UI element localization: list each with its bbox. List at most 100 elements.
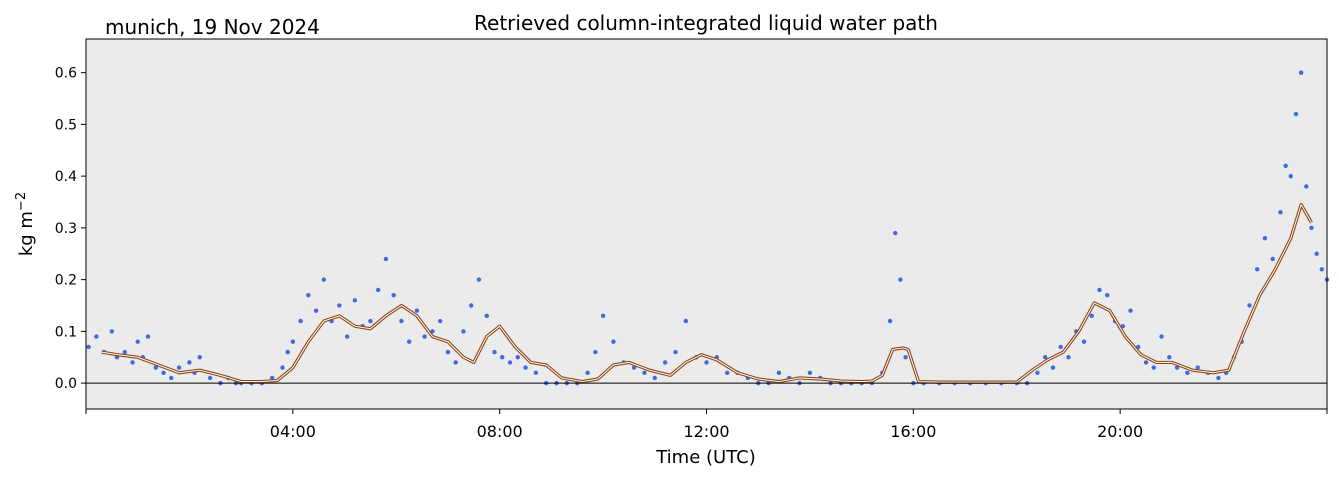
- raw-lwp-point: [109, 329, 115, 334]
- raw-lwp-point: [898, 277, 903, 282]
- raw-lwp-point: [1309, 225, 1314, 231]
- plot-area: [86, 39, 1327, 409]
- raw-lwp-point: [445, 349, 451, 355]
- raw-lwp-point: [652, 375, 657, 381]
- raw-lwp-point: [285, 349, 290, 355]
- raw-lwp-point: [1159, 334, 1164, 339]
- raw-lwp-point: [130, 360, 135, 365]
- raw-lwp-point: [321, 277, 327, 282]
- y-tick-label: 0.3: [55, 221, 77, 237]
- raw-lwp-point: [1167, 355, 1172, 360]
- raw-lwp-point: [469, 303, 474, 308]
- y-axis-ticks: 0.0 0.1 0.2 0.3 0.4 0.5 0.6: [55, 66, 86, 392]
- raw-lwp-point: [1089, 313, 1094, 319]
- raw-lwp-point: [476, 277, 482, 282]
- raw-lwp-point: [507, 360, 513, 365]
- raw-lwp-point: [1058, 344, 1063, 350]
- raw-lwp-point: [135, 339, 140, 344]
- raw-lwp-point: [337, 303, 342, 308]
- y-tick-label: 0.1: [55, 324, 77, 340]
- raw-lwp-point: [1278, 210, 1283, 215]
- raw-lwp-point: [1081, 339, 1087, 344]
- raw-lwp-point: [1143, 360, 1149, 365]
- raw-lwp-point: [1247, 303, 1252, 308]
- y-tick-label: 0.2: [55, 273, 77, 289]
- raw-lwp-point: [1298, 70, 1304, 75]
- raw-lwp-point: [313, 308, 319, 313]
- raw-lwp-point: [161, 370, 166, 375]
- raw-lwp-point: [893, 230, 898, 236]
- raw-lwp-point: [1314, 251, 1319, 256]
- x-axis-label: Time (UTC): [655, 447, 756, 468]
- raw-lwp-point: [187, 360, 192, 365]
- x-tick-label: 20:00: [1097, 422, 1143, 441]
- x-axis-ticks: 04:00 08:00 12:00 16:00 20:00: [85, 409, 1328, 441]
- location-date-label: munich, 19 Nov 2024: [105, 15, 320, 39]
- raw-lwp-point: [903, 355, 908, 360]
- smoothed-lwp-line: [101, 204, 1312, 383]
- y-tick-label: 0.4: [55, 169, 77, 185]
- raw-lwp-point: [453, 360, 458, 365]
- raw-lwp-point: [492, 349, 497, 355]
- smoothed-lwp-line-series: [101, 202, 1313, 384]
- y-axis-label: kg m−2: [14, 192, 37, 256]
- raw-lwp-point: [593, 349, 598, 355]
- raw-lwp-point: [290, 339, 296, 344]
- raw-lwp-point: [197, 355, 202, 360]
- raw-lwp-point: [673, 349, 678, 355]
- raw-lwp-point: [1319, 267, 1325, 272]
- x-tick-label: 04:00: [270, 422, 316, 441]
- raw-lwp-point: [1185, 370, 1190, 375]
- raw-lwp-point: [515, 355, 520, 360]
- y-tick-label: 0.5: [55, 117, 77, 133]
- raw-lwp-point: [375, 287, 381, 293]
- raw-lwp-point: [683, 318, 689, 324]
- y-axis-label-exponent: −2: [14, 192, 29, 211]
- raw-lwp-point: [383, 256, 389, 262]
- raw-lwp-point: [94, 334, 99, 339]
- x-tick-label: 08:00: [477, 422, 523, 441]
- raw-lwp-point: [1254, 267, 1260, 272]
- raw-lwp-point: [438, 318, 443, 324]
- raw-lwp-point: [1262, 236, 1268, 241]
- raw-lwp-point: [1105, 292, 1110, 298]
- chart-title: Retrieved column-integrated liquid water…: [474, 11, 938, 35]
- raw-lwp-point: [600, 313, 606, 319]
- raw-lwp-point: [1288, 173, 1294, 179]
- raw-lwp-point: [1066, 355, 1071, 360]
- raw-lwp-point: [642, 370, 647, 375]
- raw-lwp-point: [533, 370, 539, 375]
- raw-lwp-point: [1283, 163, 1288, 168]
- raw-lwp-point: [1270, 256, 1275, 262]
- raw-lwp-point: [145, 334, 151, 339]
- raw-lwp-point: [1293, 111, 1299, 117]
- raw-lwp-point: [352, 298, 358, 303]
- raw-lwp-point: [1097, 287, 1102, 293]
- raw-lwp-point: [391, 292, 396, 298]
- raw-lwp-point: [207, 375, 213, 381]
- raw-lwp-point: [776, 370, 782, 375]
- raw-lwp-point: [368, 318, 373, 324]
- raw-lwp-point: [1151, 365, 1156, 370]
- y-axis-label-base: kg m: [16, 211, 37, 256]
- raw-lwp-point: [461, 329, 466, 334]
- raw-lwp-point: [1050, 365, 1056, 370]
- raw-lwp-point: [269, 375, 275, 381]
- raw-lwp-point: [704, 360, 709, 365]
- raw-lwp-point: [1195, 365, 1200, 370]
- raw-lwp-point: [176, 365, 182, 370]
- raw-lwp-point: [122, 349, 127, 355]
- raw-lwp-point: [86, 344, 91, 350]
- raw-lwp-point: [585, 370, 590, 375]
- raw-lwp-point: [169, 375, 174, 381]
- raw-lwp-point: [631, 365, 637, 370]
- x-tick-label: 12:00: [683, 422, 729, 441]
- x-tick-label: 16:00: [890, 422, 936, 441]
- raw-lwp-point: [1216, 375, 1221, 381]
- y-tick-label: 0.6: [55, 66, 77, 82]
- raw-lwp-point: [523, 365, 528, 370]
- raw-lwp-point: [406, 339, 412, 344]
- raw-lwp-point: [484, 313, 489, 319]
- y-tick-label: 0.0: [55, 376, 77, 392]
